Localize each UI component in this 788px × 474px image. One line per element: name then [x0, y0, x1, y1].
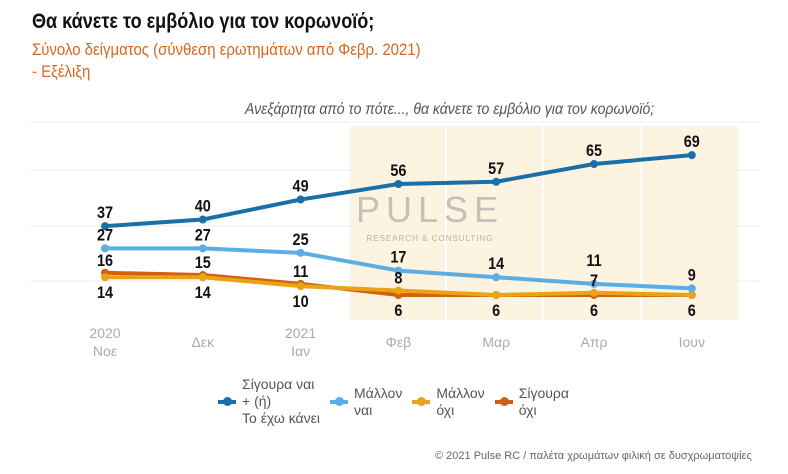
data-point: [296, 195, 305, 204]
plot-area: PULSE RESEARCH & CONSULTING 16 15 11 8 7 14 14 10…: [30, 121, 760, 359]
data-label: 14: [195, 284, 211, 302]
data-point: [198, 244, 207, 253]
data-point: [687, 291, 696, 299]
data-label: 6: [394, 302, 402, 320]
data-label: 6: [492, 302, 500, 320]
question-text: Ανεξάρτητα από το πότε..., θα κάνετε το …: [245, 101, 655, 118]
data-point: [492, 177, 501, 186]
data-point: [296, 248, 305, 257]
data-label: 8: [394, 270, 402, 288]
legend-item[interactable]: Μάλλον όχι: [412, 376, 485, 427]
data-point: [394, 180, 403, 188]
x-tick-label: Απρ: [581, 334, 608, 350]
data-label: 25: [293, 231, 309, 249]
x-tick-label: Μαρ: [482, 334, 510, 350]
data-point: [687, 151, 696, 160]
data-label: 14: [488, 255, 504, 273]
legend-item[interactable]: Μάλλον ναι: [330, 376, 402, 427]
data-label: 14: [97, 284, 113, 302]
data-label: 11: [586, 252, 601, 270]
data-label: 9: [688, 266, 696, 284]
legend-swatch-icon: [330, 396, 348, 406]
x-tick-year: 2021: [285, 325, 316, 341]
data-point: [198, 215, 207, 224]
legend: Σίγουρα ναι + (ή) Το έχω κάνει Μάλλον ναι Μάλ…: [218, 376, 569, 427]
data-label: 27: [195, 226, 211, 244]
chart-title: Θα κάνετε το εμβόλιο για τον κορωνοϊό;: [32, 10, 375, 33]
x-tick-label: Φεβ: [386, 334, 411, 350]
legend-item[interactable]: Σίγουρα ναι + (ή) Το έχω κάνει: [218, 376, 320, 427]
data-label: 11: [293, 263, 308, 281]
legend-swatch-icon: [218, 396, 236, 406]
data-label: 49: [293, 178, 309, 196]
legend-label: Σίγουρα όχι: [518, 384, 569, 418]
x-tick-label: Νοε: [93, 343, 117, 359]
x-tick-label: Ιουν: [679, 334, 705, 350]
data-label: 10: [293, 293, 309, 311]
data-label: 27: [97, 226, 113, 244]
data-point: [101, 273, 109, 282]
data-label: 7: [590, 272, 598, 290]
data-label: 37: [97, 204, 113, 222]
data-label: 57: [488, 160, 504, 178]
data-label: 17: [390, 249, 406, 267]
data-point: [590, 160, 598, 169]
data-label: 69: [684, 133, 700, 151]
watermark-tagline: RESEARCH & CONSULTING: [366, 234, 493, 243]
data-point: [492, 291, 501, 299]
legend-label: Σίγουρα ναι + (ή) Το έχω κάνει: [242, 376, 320, 426]
data-point: [492, 273, 501, 282]
chart-subtitle: Σύνολο δείγματος (σύνθεση ερωτημάτων από…: [32, 40, 421, 59]
legend-label: Μάλλον όχι: [436, 384, 485, 418]
legend-item[interactable]: Σίγουρα όχι: [494, 376, 569, 427]
data-label: 56: [390, 162, 406, 180]
data-point: [296, 282, 305, 291]
data-point: [394, 266, 403, 275]
legend-swatch-icon: [412, 396, 431, 406]
data-point: [590, 288, 598, 297]
legend-swatch-icon: [494, 396, 513, 406]
data-point: [590, 279, 598, 288]
data-point: [198, 273, 207, 282]
footer-credit: © 2021 Pulse RC / παλέτα χρωμάτων φιλική…: [435, 450, 752, 462]
watermark-logo: PULSE: [356, 189, 504, 230]
data-label: 65: [586, 142, 602, 160]
data-label: 6: [688, 302, 696, 320]
legend-label: Μάλλον ναι: [354, 384, 403, 418]
data-label: 15: [195, 254, 211, 272]
x-tick-label: Δεκ: [192, 334, 216, 350]
chart-subtitle-2: - Εξέλιξη: [32, 62, 91, 81]
data-label: 6: [590, 302, 598, 320]
x-tick-label: Ιαν: [291, 343, 310, 359]
data-point: [101, 222, 109, 231]
x-tick-year: 2020: [89, 325, 120, 341]
data-label: 40: [195, 198, 211, 216]
data-point: [687, 284, 696, 293]
data-point: [394, 286, 403, 295]
data-point: [101, 244, 109, 253]
data-label: 16: [97, 252, 113, 270]
